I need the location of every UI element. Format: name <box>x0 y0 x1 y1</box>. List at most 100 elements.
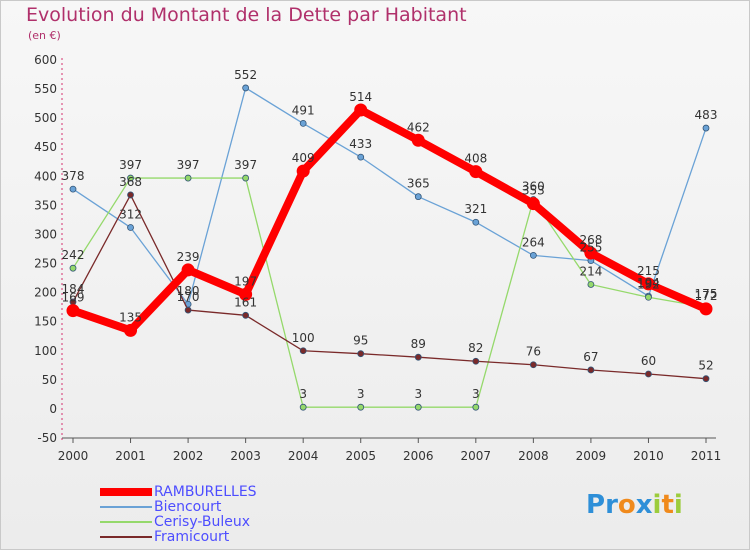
legend-item-biencourt: Biencourt <box>100 499 221 515</box>
legend-label: Framicourt <box>154 529 230 545</box>
data-point <box>69 185 77 193</box>
data-point <box>127 191 134 199</box>
data-label: 268 <box>579 233 602 247</box>
data-point <box>472 403 480 411</box>
data-point <box>242 84 250 92</box>
data-label: 169 <box>62 291 85 305</box>
data-point <box>414 193 422 201</box>
data-label: 180 <box>177 284 200 298</box>
data-point <box>699 302 713 316</box>
data-point <box>641 277 655 291</box>
legend-swatch <box>100 488 152 496</box>
data-label: 89 <box>411 337 426 351</box>
y-tick-label: 550 <box>34 82 57 96</box>
data-point <box>354 103 368 117</box>
chart-title: Evolution du Montant de la Dette par Hab… <box>26 4 467 26</box>
data-label: 365 <box>407 177 430 191</box>
data-label: 433 <box>349 137 372 151</box>
data-label: 462 <box>407 120 430 134</box>
data-label: 353 <box>522 184 545 198</box>
logo-letter: o <box>617 490 636 520</box>
legend-label: Cerisy-Buleux <box>154 514 251 530</box>
y-tick-label: 450 <box>34 140 57 154</box>
x-tick-label: 2002 <box>173 449 204 463</box>
data-label: 82 <box>468 341 483 355</box>
data-label: 175 <box>695 287 718 301</box>
data-point <box>127 174 134 182</box>
data-label: 360 <box>522 180 545 194</box>
data-point <box>357 153 365 161</box>
series-lines <box>66 84 713 411</box>
data-label: 76 <box>526 345 541 359</box>
data-point <box>239 287 253 301</box>
y-tick-label: 0 <box>49 402 57 416</box>
data-label: 3 <box>414 387 422 401</box>
y-tick-label: 200 <box>34 286 57 300</box>
y-tick-label: 350 <box>34 198 57 212</box>
data-label: 239 <box>177 250 200 264</box>
x-tick-label: 2003 <box>230 449 261 463</box>
data-point <box>184 174 192 182</box>
series-line <box>72 87 707 305</box>
data-point <box>526 197 540 211</box>
data-point <box>242 311 250 319</box>
data-point <box>414 403 422 411</box>
data-label: 95 <box>353 334 368 348</box>
data-point <box>181 263 195 277</box>
x-tick-label: 2006 <box>403 449 434 463</box>
logo-letter: P <box>586 490 606 520</box>
data-label: 368 <box>119 175 142 189</box>
data-label: 264 <box>522 235 545 249</box>
x-tick-label: 2001 <box>115 449 146 463</box>
data-label: 60 <box>641 354 656 368</box>
data-label: 215 <box>637 264 660 278</box>
data-label: 491 <box>292 103 315 117</box>
logo-letter: i <box>652 490 662 520</box>
data-label: 397 <box>234 158 257 172</box>
legend-label: RAMBURELLES <box>154 484 257 500</box>
data-label: 514 <box>349 90 372 104</box>
data-label: 172 <box>695 289 718 303</box>
y-tick-label: 100 <box>34 344 57 358</box>
data-label: 242 <box>62 248 85 262</box>
data-point <box>702 375 710 383</box>
x-tick-label: 2000 <box>58 449 89 463</box>
data-point <box>299 119 307 127</box>
data-point <box>69 264 77 272</box>
y-tick-label: 600 <box>34 53 57 67</box>
data-label: 255 <box>579 241 602 255</box>
legend-swatch <box>100 506 152 508</box>
series-line <box>69 106 710 335</box>
data-point <box>184 306 192 314</box>
data-point <box>645 370 652 378</box>
data-point <box>299 347 307 355</box>
data-point <box>529 251 537 259</box>
y-tick-label: 150 <box>34 315 57 329</box>
data-labels: 169 135 239 197 409 514 462 408 353 268 215 172 378 3… <box>62 68 718 401</box>
x-tick-label: 2010 <box>633 449 664 463</box>
data-label: 135 <box>119 310 142 324</box>
data-point <box>472 357 480 365</box>
data-label: 409 <box>292 151 315 165</box>
y-tick-label: 300 <box>34 227 57 241</box>
data-label: 321 <box>464 202 487 216</box>
x-tick-label: 2008 <box>518 449 549 463</box>
series-line <box>72 194 707 380</box>
legend-item-framicourt: Framicourt <box>100 529 229 545</box>
axes: -50 0 50 100 150 200 250 300 350 400 450 500 550 600 2… <box>34 53 721 463</box>
data-label: 170 <box>177 290 200 304</box>
y-tick-label: 250 <box>34 257 57 271</box>
data-point <box>584 246 598 260</box>
data-label: 483 <box>695 108 718 122</box>
data-point <box>645 293 652 301</box>
data-label: 3 <box>299 387 307 401</box>
x-tick-label: 2005 <box>345 449 376 463</box>
data-label: 67 <box>583 350 598 364</box>
data-label: 378 <box>62 169 85 183</box>
data-point <box>702 124 710 132</box>
proxiti-logo: Proxiti <box>586 490 683 520</box>
data-label: 312 <box>119 207 142 221</box>
data-point <box>357 403 365 411</box>
data-label: 52 <box>698 359 713 373</box>
